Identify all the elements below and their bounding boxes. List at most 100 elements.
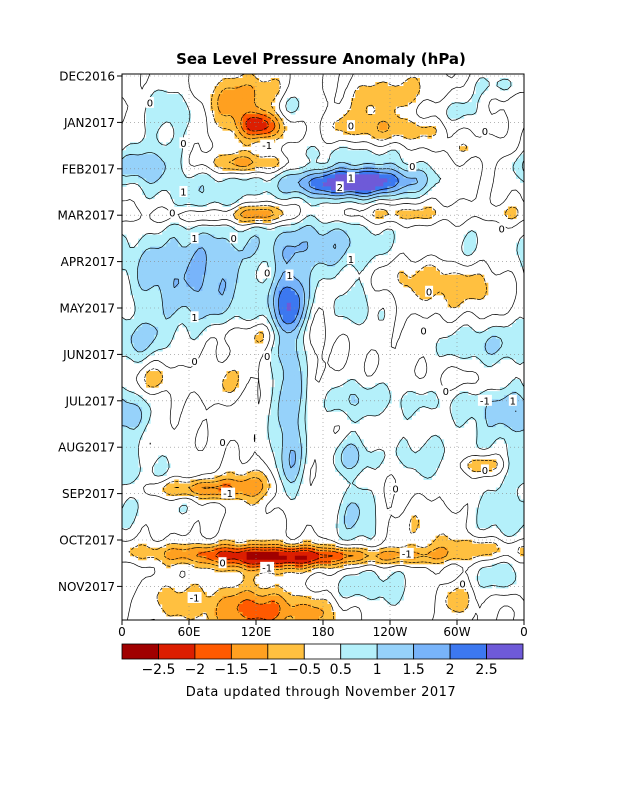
colorbar-tick-label: −1.5 [214,662,248,678]
contour-label: -1 [190,594,200,605]
y-tick-label: OCT2017 [59,534,115,548]
contour-label: 0 [264,352,270,363]
contour-line [196,111,354,621]
colorbar-swatch [449,643,487,660]
colorbar-tick-label: −2.5 [141,662,175,678]
contour-label: 1 [191,313,197,324]
contour-label-bg [229,232,238,244]
contour-label-bg [190,311,199,323]
contour-label: 0 [264,269,270,280]
colorbar-swatch [158,643,196,660]
contour-label-bg [260,139,275,151]
colorbar-tick-label: −1 [257,662,278,678]
contour-label-bg [190,355,199,367]
y-tick-label: DEC2016 [59,70,115,84]
contour-label: -1 [262,563,272,574]
contour-label-bg [179,186,188,197]
contour-label-bg [145,96,154,108]
contour-label-bg [458,578,467,590]
x-tick-label: 0 [520,625,528,639]
contour-label: 0 [443,387,449,398]
contour-label-bg [179,137,188,149]
contour-label: 1 [348,255,354,266]
contour-label-bg [399,547,414,559]
contour-label-bg [218,436,227,448]
contour-label: 1 [180,188,186,199]
contour-line [163,84,449,621]
contour-label: 0 [219,438,225,449]
contour-label-bg [346,172,355,184]
y-tick-label: JAN2017 [63,116,115,130]
contour-label: 0 [409,162,415,173]
colorbar-swatch [413,643,451,660]
contour-label: 0 [191,357,197,368]
contour-label: 0 [459,580,465,591]
contour-label-bg [221,487,236,499]
contour-label: 2 [337,183,343,194]
y-tick-label: NOV2017 [58,580,115,594]
contour-label: -1 [262,141,272,152]
colorbar-swatch [267,643,305,660]
x-tick-label: 60E [178,625,201,639]
contour-label: 1 [348,174,354,185]
chart-title: Sea Level Pressure Anomaly (hPa) [176,50,466,68]
contour-label: 0 [498,225,504,236]
x-tick-label: 180 [312,625,335,639]
contour-label: 0 [392,484,398,495]
colorbar-tick-label: 2 [446,662,455,678]
contour-label-bg [480,464,489,476]
colorbar-tick-label: 2.5 [475,662,497,678]
contour-label: 0 [180,139,186,150]
contour-label: -1 [223,489,233,500]
x-tick-label: 120W [373,625,408,639]
y-tick-label: FEB2017 [62,162,115,176]
contour-label-bg [346,120,355,132]
contour-label: 0 [230,234,236,245]
contour-label: -1 [480,396,490,407]
colorbar-tick-label: −0.5 [287,662,321,678]
colorbar-swatch [303,643,342,660]
x-tick-label: 0 [118,625,126,639]
contour-label-bg [263,350,272,362]
colorbar-swatch [340,643,378,660]
y-axis-month-ticks: DEC2016 JAN2017 FEB2017 MAR2017 APR2017 MAY20… [58,70,122,594]
contour-label-bg [408,160,417,172]
y-tick-label: APR2017 [61,255,115,269]
contour-label-bg [346,253,355,265]
contour-label: 0 [426,287,432,298]
colorbar: −2.5 −2 −1.5 −1 −0.5 0.5 1 1.5 2 2.5 [121,643,524,678]
x-tick-label: 60W [443,625,470,639]
colorbar-swatch [376,643,415,660]
contour-label-bg [441,385,450,397]
contour-label: 0 [482,466,488,477]
contour-label: 0 [482,127,488,138]
y-tick-label: JUL2017 [64,394,115,408]
colorbar-swatch [486,643,524,660]
contour-label: 0 [348,122,354,133]
colorbar-tick-label: 1 [373,662,382,678]
contour-label-bg [187,592,202,603]
contour-label-bg [218,557,227,569]
contour-label-bg [263,267,272,279]
colorbar-tick-label: 1.5 [403,662,425,678]
anomaly-heatmap [122,74,525,621]
contour-label-bg [260,561,275,573]
contour-label: 1 [286,271,292,282]
contour-label-bg [508,394,517,406]
contour-label-bg [391,482,400,494]
x-axis-longitude-ticks: 0 60E 120E 180 120W 60W 0 [118,620,528,639]
dotted-gridlines [122,74,524,620]
y-tick-label: MAR2017 [58,209,115,223]
colorbar-tick-label: 0.5 [330,662,352,678]
contour-label: 0 [147,98,153,109]
contour-label: 0 [169,208,175,219]
contour-line [173,167,517,469]
colorbar-tick-label: −2 [185,662,206,678]
contour-line [128,73,525,621]
contour-line [278,170,399,325]
y-tick-label: SEP2017 [62,487,115,501]
x-tick-label: 120E [241,625,272,639]
contour-label: -1 [402,549,412,560]
